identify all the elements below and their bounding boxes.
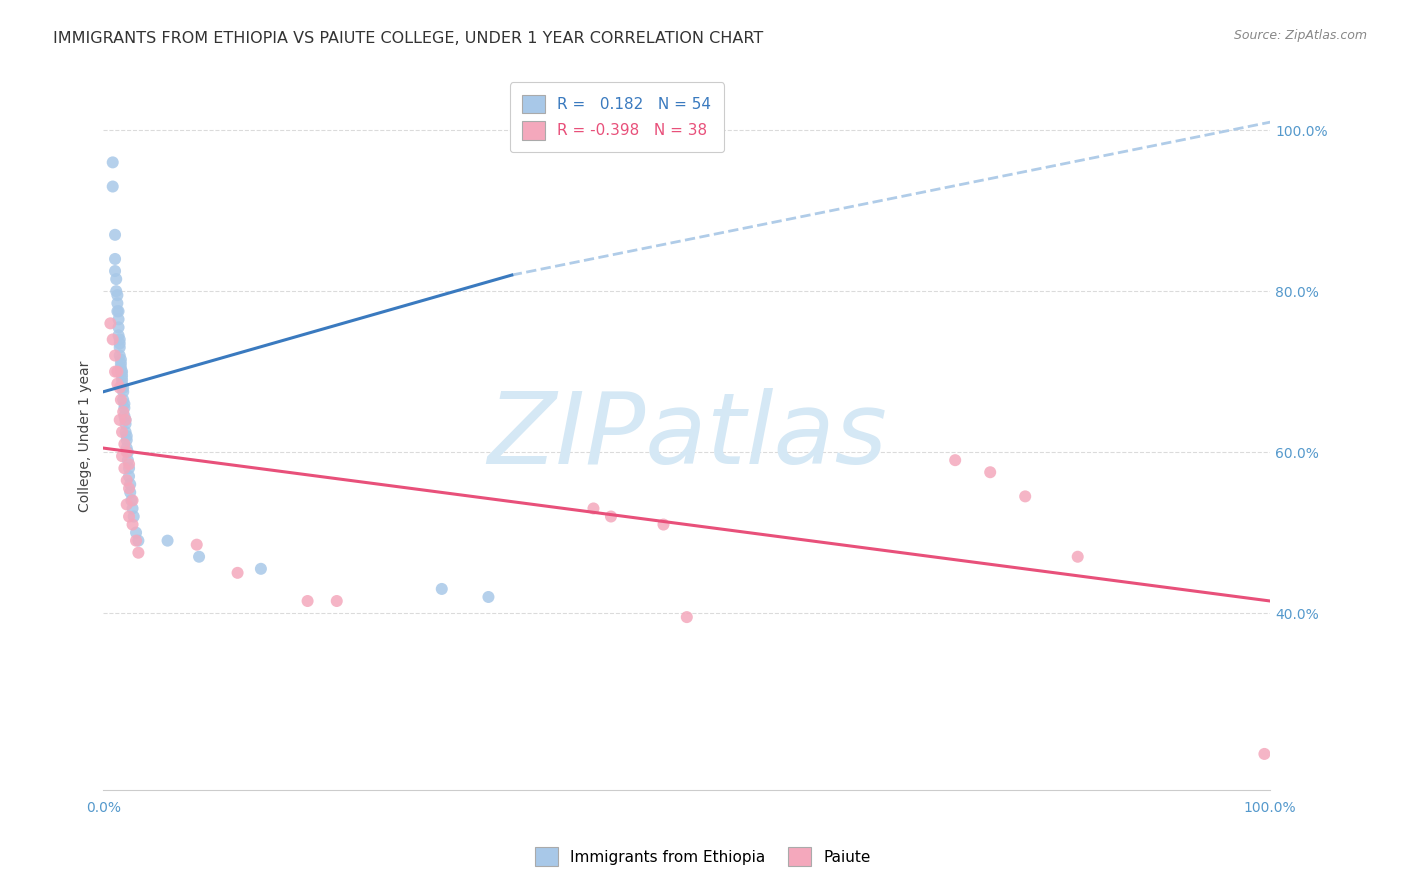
Point xyxy=(112,461,135,475)
Point xyxy=(112,397,135,411)
Point xyxy=(104,264,127,278)
Text: IMMIGRANTS FROM ETHIOPIA VS PAIUTE COLLEGE, UNDER 1 YEAR CORRELATION CHART: IMMIGRANTS FROM ETHIOPIA VS PAIUTE COLLE… xyxy=(53,31,763,46)
Point xyxy=(112,437,135,451)
Point xyxy=(121,517,143,532)
Point xyxy=(477,590,499,604)
Point xyxy=(104,252,127,266)
Point xyxy=(125,533,148,548)
Point xyxy=(108,413,131,427)
Point xyxy=(108,336,131,351)
Point xyxy=(120,493,142,508)
Point xyxy=(250,562,273,576)
Point xyxy=(127,546,149,560)
Point xyxy=(943,453,966,467)
Point xyxy=(600,509,623,524)
Point xyxy=(118,469,141,483)
Point xyxy=(101,179,124,194)
Point xyxy=(114,417,136,431)
Point xyxy=(115,445,138,459)
Point xyxy=(115,429,138,443)
Point xyxy=(675,610,697,624)
Point xyxy=(118,509,141,524)
Point xyxy=(111,425,134,439)
Point xyxy=(118,457,141,471)
Point xyxy=(107,312,129,326)
Point xyxy=(115,473,138,487)
Legend: Immigrants from Ethiopia, Paiute: Immigrants from Ethiopia, Paiute xyxy=(527,839,879,873)
Point xyxy=(1067,549,1090,564)
Point xyxy=(297,594,319,608)
Point xyxy=(107,328,129,343)
Text: ZIPatlas: ZIPatlas xyxy=(486,387,887,484)
Point xyxy=(111,368,134,383)
Point xyxy=(105,376,128,391)
Point xyxy=(110,352,132,367)
Point xyxy=(117,453,139,467)
Point xyxy=(110,392,132,407)
Point xyxy=(105,365,128,379)
Point xyxy=(112,401,135,415)
Point xyxy=(122,509,145,524)
Point xyxy=(104,365,127,379)
Point xyxy=(1253,747,1275,761)
Point xyxy=(112,405,135,419)
Point xyxy=(108,341,131,355)
Point xyxy=(120,485,142,500)
Point xyxy=(107,320,129,334)
Point xyxy=(108,349,131,363)
Point xyxy=(979,465,1001,479)
Point xyxy=(115,498,138,512)
Point xyxy=(156,533,179,548)
Point xyxy=(101,333,124,347)
Text: Source: ZipAtlas.com: Source: ZipAtlas.com xyxy=(1233,29,1367,42)
Point xyxy=(111,365,134,379)
Point xyxy=(105,284,128,298)
Point xyxy=(326,594,349,608)
Point xyxy=(107,304,129,318)
Point xyxy=(186,538,208,552)
Point xyxy=(226,566,249,580)
Point xyxy=(188,549,211,564)
Point xyxy=(112,384,135,399)
Point xyxy=(1014,489,1036,503)
Point xyxy=(110,365,132,379)
Point xyxy=(105,272,128,286)
Point xyxy=(108,333,131,347)
Point xyxy=(111,376,134,391)
Point xyxy=(112,409,135,423)
Point xyxy=(111,373,134,387)
Point xyxy=(112,381,135,395)
Point xyxy=(105,296,128,310)
Point xyxy=(117,445,139,459)
Point xyxy=(118,461,141,475)
Point xyxy=(110,357,132,371)
Point xyxy=(105,288,128,302)
Point xyxy=(108,381,131,395)
Point xyxy=(110,360,132,375)
Point xyxy=(115,441,138,455)
Point xyxy=(105,304,128,318)
Point xyxy=(104,349,127,363)
Point xyxy=(112,392,135,407)
Point xyxy=(582,501,605,516)
Point xyxy=(100,316,122,330)
Point xyxy=(652,517,675,532)
Y-axis label: College, Under 1 year: College, Under 1 year xyxy=(79,360,93,512)
Point xyxy=(114,425,136,439)
Point xyxy=(114,413,136,427)
Point xyxy=(121,501,143,516)
Point xyxy=(118,481,141,495)
Point xyxy=(125,525,148,540)
Point xyxy=(101,155,124,169)
Point xyxy=(121,493,143,508)
Point xyxy=(115,433,138,447)
Point xyxy=(104,227,127,242)
Point xyxy=(111,449,134,463)
Point xyxy=(430,582,453,596)
Point xyxy=(120,477,142,491)
Point xyxy=(127,533,149,548)
Legend: R =   0.182   N = 54, R = -0.398   N = 38: R = 0.182 N = 54, R = -0.398 N = 38 xyxy=(510,82,724,152)
Point xyxy=(114,413,136,427)
